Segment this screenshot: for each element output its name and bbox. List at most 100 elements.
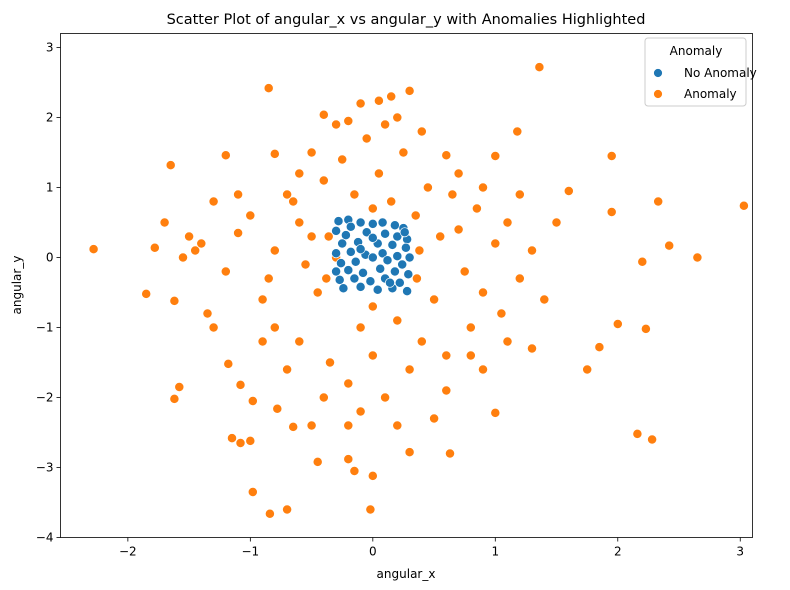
point-anomaly xyxy=(257,336,268,347)
point-anomaly xyxy=(306,231,317,242)
y-tick-label: −4 xyxy=(36,531,54,545)
point-anomaly xyxy=(159,217,170,228)
point-no-anomaly xyxy=(377,217,388,228)
point-no-anomaly xyxy=(331,225,342,236)
point-anomaly xyxy=(227,433,237,444)
point-anomaly xyxy=(208,322,219,333)
point-anomaly xyxy=(269,245,280,256)
point-no-anomaly xyxy=(367,232,378,243)
point-anomaly xyxy=(373,95,384,106)
x-axis-label: angular_x xyxy=(377,567,436,581)
point-anomaly xyxy=(404,364,415,375)
point-anomaly xyxy=(563,186,574,196)
point-anomaly xyxy=(367,301,378,312)
point-anomaly xyxy=(441,385,452,396)
point-anomaly xyxy=(343,378,354,389)
point-anomaly xyxy=(331,119,342,130)
point-no-anomaly xyxy=(345,246,356,257)
point-no-anomaly xyxy=(349,273,360,284)
point-anomaly xyxy=(233,189,244,200)
point-anomaly xyxy=(323,231,334,242)
legend-marker-no-anomaly xyxy=(653,68,663,78)
point-no-anomaly xyxy=(367,218,378,229)
point-anomaly xyxy=(514,189,525,200)
y-axis-label: angular_y xyxy=(10,256,24,315)
point-anomaly xyxy=(386,91,397,102)
point-anomaly xyxy=(312,287,323,298)
point-anomaly xyxy=(478,287,488,298)
point-no-anomaly xyxy=(343,265,354,276)
point-anomaly xyxy=(367,470,378,481)
point-anomaly xyxy=(178,252,188,263)
y-tick-label: 1 xyxy=(46,181,54,195)
point-anomaly xyxy=(453,224,464,235)
point-anomaly xyxy=(312,456,323,467)
point-anomaly xyxy=(337,154,348,165)
point-no-anomaly xyxy=(350,256,361,267)
point-no-anomaly xyxy=(337,238,348,249)
y-tick-label: −1 xyxy=(36,321,54,335)
point-anomaly xyxy=(196,238,207,249)
point-anomaly xyxy=(512,126,523,137)
point-anomaly xyxy=(582,364,593,375)
legend-box xyxy=(644,37,747,107)
legend: Anomaly No Anomaly Anomaly xyxy=(644,37,757,107)
point-anomaly xyxy=(496,308,507,319)
point-anomaly xyxy=(361,133,372,144)
legend-label-no-anomaly: No Anomaly xyxy=(684,66,757,80)
legend-label-anomaly: Anomaly xyxy=(684,87,737,101)
point-anomaly xyxy=(355,322,366,333)
point-no-anomaly xyxy=(377,248,388,259)
point-anomaly xyxy=(349,189,360,200)
point-anomaly xyxy=(414,245,425,256)
point-anomaly xyxy=(445,448,455,459)
point-anomaly xyxy=(471,203,482,214)
point-no-anomaly xyxy=(389,220,400,231)
point-anomaly xyxy=(527,343,537,354)
point-anomaly xyxy=(300,259,311,270)
point-no-anomaly xyxy=(365,276,376,287)
point-anomaly xyxy=(392,112,403,123)
point-anomaly xyxy=(257,294,268,305)
point-anomaly xyxy=(435,231,446,242)
point-anomaly xyxy=(318,392,329,403)
point-anomaly xyxy=(453,168,464,179)
point-anomaly xyxy=(141,288,152,299)
point-anomaly xyxy=(264,508,275,519)
point-anomaly xyxy=(404,447,415,458)
point-no-anomaly xyxy=(382,255,393,266)
point-anomaly xyxy=(738,200,749,211)
point-no-anomaly xyxy=(399,227,410,238)
point-anomaly xyxy=(539,294,550,305)
y-tick-label: 0 xyxy=(46,251,54,265)
point-anomaly xyxy=(235,379,246,390)
point-anomaly xyxy=(272,403,283,414)
point-anomaly xyxy=(169,295,180,306)
point-anomaly xyxy=(263,83,274,94)
point-no-anomaly xyxy=(400,242,411,253)
point-no-anomaly xyxy=(331,248,342,259)
point-anomaly xyxy=(190,245,201,256)
point-anomaly xyxy=(459,266,470,277)
point-anomaly xyxy=(321,273,332,284)
point-anomaly xyxy=(149,242,160,253)
point-anomaly xyxy=(263,273,274,284)
point-anomaly xyxy=(478,364,488,375)
point-anomaly xyxy=(692,252,703,263)
point-anomaly xyxy=(411,273,422,284)
point-no-anomaly xyxy=(389,266,400,277)
point-anomaly xyxy=(653,196,664,207)
point-anomaly xyxy=(514,273,525,284)
point-anomaly xyxy=(306,420,317,431)
point-anomaly xyxy=(220,150,231,161)
x-tick-label: 3 xyxy=(736,545,744,559)
y-tick-label: 2 xyxy=(46,111,54,125)
point-anomaly xyxy=(447,189,458,200)
point-anomaly xyxy=(410,210,421,221)
point-anomaly xyxy=(184,231,195,242)
point-no-anomaly xyxy=(367,252,378,263)
point-anomaly xyxy=(365,504,376,515)
point-anomaly xyxy=(373,168,384,179)
point-no-anomaly xyxy=(385,277,395,288)
